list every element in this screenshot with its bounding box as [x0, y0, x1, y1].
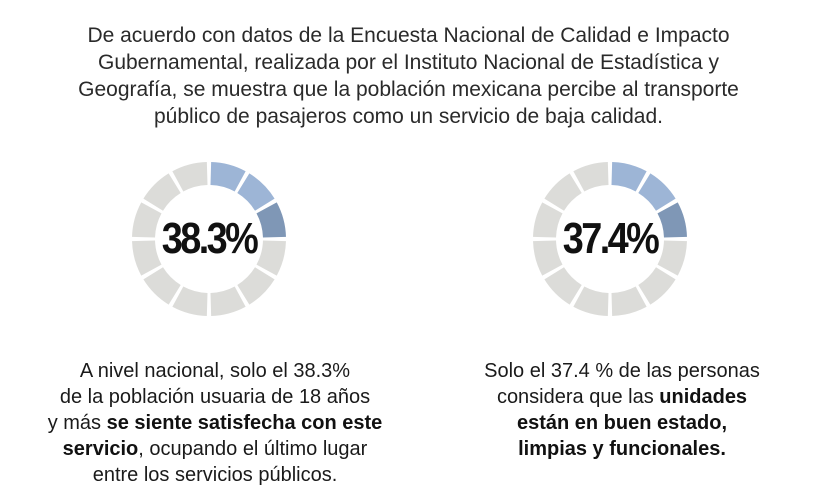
caption-line: están en buen estado, [440, 410, 804, 436]
caption-bold-text: se siente satisfecha con este [106, 412, 383, 434]
donut-segment-empty [172, 286, 208, 316]
donut-segment-filled [611, 162, 647, 192]
donut-segment-empty [573, 162, 609, 192]
donut-segment-empty [544, 267, 582, 305]
caption-line: A nivel nacional, solo el 38.3% [79, 360, 351, 382]
caption-line: considera que las unidades [440, 384, 804, 410]
donut-chart-unit-condition: 37.4% [531, 160, 689, 318]
caption-bold-text: están en buen estado, [516, 412, 728, 434]
donut-segment-empty [210, 286, 246, 316]
donut-segment-empty [638, 267, 676, 305]
donut-segment-empty [544, 173, 582, 211]
donut-segment-empty [143, 173, 181, 211]
donut-segment-empty [172, 162, 208, 192]
intro-text: De acuerdo con datos de la Encuesta Naci… [20, 22, 797, 130]
caption-line: de la población usuaria de 18 años [59, 386, 371, 408]
donut-segment-empty [533, 240, 563, 276]
intro-line: De acuerdo con datos de la Encuesta Naci… [87, 24, 730, 47]
donut-segment-filled [256, 202, 286, 238]
intro-line: Gubernamental, realizada por el Institut… [97, 51, 719, 74]
donut-chart-svg [533, 162, 687, 316]
donut-segment-empty [237, 267, 275, 305]
donut-segment-empty [132, 240, 162, 276]
donut-segment-empty [132, 202, 162, 238]
caption-text: , ocupando el último lugar [138, 438, 368, 460]
intro-line: Geografía, se muestra que la población m… [78, 78, 739, 101]
caption-unit-condition: Solo el 37.4 % de las personas considera… [440, 358, 804, 462]
donut-segment-empty [573, 286, 609, 316]
caption-text: considera que las [496, 386, 660, 408]
caption-bold-text: unidades [659, 386, 748, 408]
donut-chart-svg [132, 162, 286, 316]
intro-line: público de pasajeros como un servicio de… [154, 105, 663, 128]
donut-chart-satisfaction: 38.3% [130, 160, 288, 318]
donut-center-label: 37.4% [562, 214, 660, 263]
caption-satisfaction: A nivel nacional, solo el 38.3% de la po… [10, 358, 420, 488]
donut-segment-empty [143, 267, 181, 305]
donut-segment-empty [533, 202, 563, 238]
donut-center-label: 38.3% [161, 214, 259, 263]
donut-segment-filled [237, 173, 275, 211]
donut-segment-filled [657, 202, 687, 238]
caption-line: Solo el 37.4 % de las personas [484, 360, 760, 382]
caption-bold-text: servicio [62, 438, 139, 460]
donut-segment-empty [657, 240, 687, 276]
caption-bold-text: limpias y funcionales. [518, 438, 726, 460]
caption-text: y más [47, 412, 107, 434]
caption-line: servicio, ocupando el último lugar [10, 436, 420, 462]
donut-segment-filled [638, 173, 676, 211]
donut-segment-empty [611, 286, 647, 316]
caption-line: entre los servicios públicos. [92, 464, 338, 486]
caption-line: limpias y funcionales. [440, 436, 804, 462]
donut-segment-empty [256, 240, 286, 276]
caption-line: y más se siente satisfecha con este [10, 410, 420, 436]
donut-segment-filled [210, 162, 246, 192]
